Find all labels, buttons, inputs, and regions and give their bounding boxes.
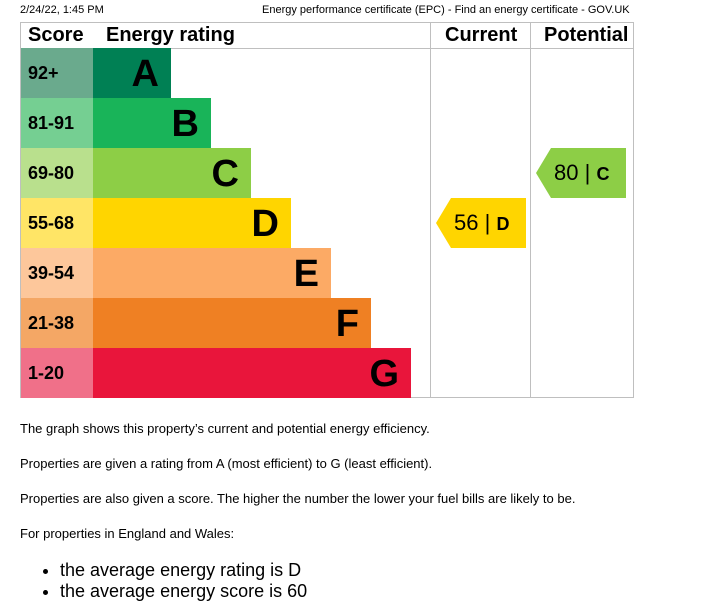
- column-header-score: Score: [28, 24, 84, 46]
- band-bar: D: [93, 198, 291, 248]
- band-bar: G: [93, 348, 411, 398]
- england-wales-paragraph: For properties in England and Wales:: [20, 526, 235, 541]
- potential-score: 80: [554, 160, 579, 185]
- potential-rating-label: 80 | C: [554, 160, 610, 185]
- current-score: 56: [454, 210, 479, 235]
- column-header-current: Current: [445, 24, 518, 46]
- average-rating-item: the average energy rating is D: [60, 560, 307, 581]
- current-rating-label: 56 | D: [454, 210, 510, 235]
- band-score-range: 69-80: [21, 148, 93, 198]
- band-bar: E: [93, 248, 331, 298]
- band-score-range: 81-91: [21, 98, 93, 148]
- current-rating-arrow: 56 | D: [436, 198, 526, 248]
- band-score-range: 92+: [21, 48, 93, 98]
- print-timestamp: 2/24/22, 1:45 PM: [20, 4, 104, 16]
- score-explanation-paragraph: Properties are also given a score. The h…: [20, 491, 576, 506]
- column-header-potential: Potential: [544, 24, 629, 46]
- band-score-range: 55-68: [21, 198, 93, 248]
- print-page-title: Energy performance certificate (EPC) - F…: [262, 4, 630, 16]
- potential-arrow-shape: [536, 148, 626, 198]
- band-bar: C: [93, 148, 251, 198]
- average-list: the average energy rating is D the avera…: [20, 560, 307, 602]
- band-score-range: 21-38: [21, 298, 93, 348]
- column-header-energy-rating: Energy rating: [106, 24, 235, 46]
- rating-explanation-paragraph: Properties are given a rating from A (mo…: [20, 456, 433, 471]
- potential-rating-arrow: 80 | C: [536, 148, 626, 198]
- energy-rating-chart: Score Energy rating Current Potential 92…: [20, 22, 634, 398]
- current-arrow-shape: [436, 198, 526, 248]
- average-score-item: the average energy score is 60: [60, 581, 307, 602]
- band-bar: A: [93, 48, 171, 98]
- potential-column-divider: [530, 23, 531, 397]
- current-column-divider: [430, 23, 431, 397]
- band-bar: B: [93, 98, 211, 148]
- current-rating-letter: D: [496, 214, 510, 234]
- band-score-range: 1-20: [21, 348, 93, 398]
- potential-rating-letter: C: [596, 164, 610, 184]
- header-divider: [21, 48, 633, 49]
- band-bar: F: [93, 298, 371, 348]
- band-score-range: 39-54: [21, 248, 93, 298]
- intro-paragraph: The graph shows this property’s current …: [20, 421, 430, 436]
